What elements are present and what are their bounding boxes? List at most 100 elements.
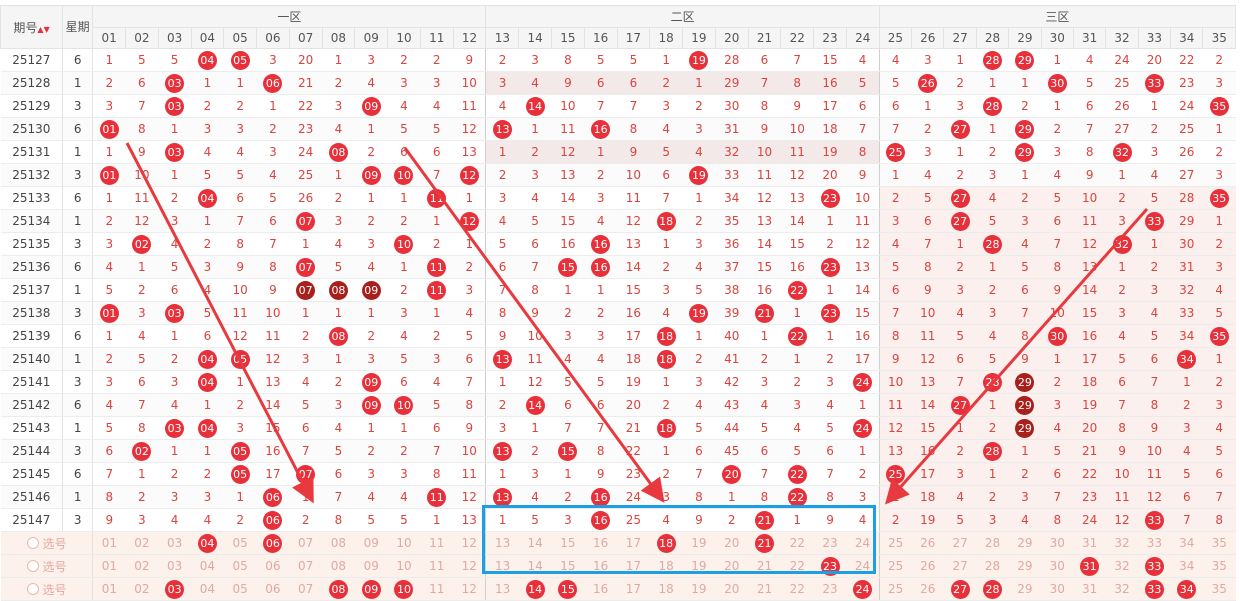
pick-number-cell[interactable]: 18 [649,577,683,601]
issue-header[interactable]: 期号▲▼ [0,5,64,49]
pick-number-cell[interactable]: 01 [92,554,126,578]
pick-number-cell[interactable]: 30 [1041,531,1074,555]
pick-number-cell[interactable]: 10 [387,531,421,555]
pick-number-cell[interactable]: 13 [485,554,519,578]
pick-number-cell[interactable]: 17 [617,531,650,555]
pick-number-cell[interactable]: 07 [289,577,323,601]
pick-number-cell[interactable]: 31 [1073,577,1106,601]
pick-number-cell[interactable]: 13 [485,577,519,601]
selected-number-ball[interactable]: 04 [197,533,217,553]
selected-number-ball[interactable]: 23 [820,556,840,576]
pick-number-cell[interactable]: 12 [453,531,487,555]
pick-number-cell[interactable]: 11 [420,531,454,555]
selected-number-ball[interactable]: 18 [656,533,676,553]
pick-number-cell[interactable]: 29 [1008,577,1042,601]
pick-number-cell[interactable]: 34 [1170,554,1203,578]
pick-number-cell[interactable]: 34 [1170,531,1203,555]
pick-number-cell[interactable]: 31 [1073,554,1106,578]
pick-number-cell[interactable]: 30 [1041,577,1074,601]
pick-number-cell[interactable]: 28 [976,577,1009,601]
selected-number-ball[interactable]: 34 [1177,579,1197,599]
pick-number-cell[interactable]: 21 [748,577,781,601]
pick-number-cell[interactable]: 02 [125,554,159,578]
pick-number-cell[interactable]: 12 [453,577,487,601]
pick-number-cell[interactable]: 15 [551,577,585,601]
pick-number-cell[interactable]: 05 [223,554,257,578]
pick-number-cell[interactable]: 16 [584,554,618,578]
pick-number-cell[interactable]: 04 [191,577,224,601]
pick-number-cell[interactable]: 17 [617,554,650,578]
pick-number-cell[interactable]: 04 [191,554,224,578]
pick-number-cell[interactable]: 19 [682,531,716,555]
pick-number-cell[interactable]: 27 [943,554,977,578]
pick-number-cell[interactable]: 20 [715,531,749,555]
selected-number-ball[interactable]: 21 [754,533,774,553]
pick-number-cell[interactable]: 18 [649,554,683,578]
pick-row-label[interactable]: 选号 [0,531,94,555]
pick-number-cell[interactable]: 22 [780,554,814,578]
pick-number-cell[interactable]: 18 [649,531,683,555]
pick-number-cell[interactable]: 29 [1008,554,1042,578]
pick-number-cell[interactable]: 20 [715,554,749,578]
pick-number-cell[interactable]: 12 [453,554,487,578]
pick-number-cell[interactable]: 24 [846,554,880,578]
selected-number-ball[interactable]: 09 [361,579,381,599]
pick-number-cell[interactable]: 33 [1138,577,1171,601]
radio-icon[interactable] [26,583,39,595]
pick-number-cell[interactable]: 26 [911,554,944,578]
pick-number-cell[interactable]: 25 [879,554,912,578]
pick-number-cell[interactable]: 19 [682,577,716,601]
selected-number-ball[interactable]: 24 [853,579,873,599]
pick-number-cell[interactable]: 10 [387,577,421,601]
pick-number-cell[interactable]: 08 [322,531,355,555]
pick-number-cell[interactable]: 08 [322,577,355,601]
pick-number-cell[interactable]: 10 [387,554,421,578]
pick-number-cell[interactable]: 04 [191,531,224,555]
selected-number-ball[interactable]: 15 [558,579,578,599]
pick-number-cell[interactable]: 19 [682,554,716,578]
pick-row-label[interactable]: 选号 [0,577,94,601]
selected-number-ball[interactable]: 31 [1080,556,1100,576]
pick-number-cell[interactable]: 32 [1105,577,1139,601]
pick-number-cell[interactable]: 22 [780,531,814,555]
selected-number-ball[interactable]: 33 [1144,556,1164,576]
pick-number-cell[interactable]: 07 [289,554,323,578]
selected-number-ball[interactable]: 27 [950,579,970,599]
sort-icon[interactable]: ▲▼ [37,24,50,34]
pick-number-cell[interactable]: 23 [813,554,847,578]
pick-number-cell[interactable]: 06 [256,531,290,555]
pick-number-cell[interactable]: 35 [1202,531,1236,555]
pick-number-cell[interactable]: 02 [125,577,159,601]
pick-number-cell[interactable]: 09 [354,531,388,555]
pick-number-cell[interactable]: 03 [158,577,191,601]
pick-number-cell[interactable]: 33 [1138,531,1171,555]
pick-number-cell[interactable]: 26 [911,531,944,555]
selected-number-ball[interactable]: 33 [1144,579,1164,599]
selected-number-ball[interactable]: 08 [328,579,348,599]
pick-number-cell[interactable]: 14 [518,554,552,578]
pick-number-cell[interactable]: 26 [911,577,944,601]
pick-number-cell[interactable]: 05 [223,531,257,555]
pick-number-cell[interactable]: 01 [92,577,126,601]
selected-number-ball[interactable]: 14 [525,579,545,599]
pick-number-cell[interactable]: 02 [125,531,159,555]
pick-number-cell[interactable]: 03 [158,531,191,555]
pick-number-cell[interactable]: 29 [1008,531,1042,555]
pick-number-cell[interactable]: 13 [485,531,519,555]
selected-number-ball[interactable]: 03 [165,579,185,599]
pick-number-cell[interactable]: 11 [420,554,454,578]
pick-number-cell[interactable]: 14 [518,577,552,601]
pick-number-cell[interactable]: 21 [748,531,781,555]
pick-number-cell[interactable]: 16 [584,531,618,555]
pick-number-cell[interactable]: 25 [879,531,912,555]
pick-number-cell[interactable]: 08 [322,554,355,578]
selected-number-ball[interactable]: 06 [263,533,283,553]
pick-number-cell[interactable]: 35 [1202,554,1236,578]
pick-number-cell[interactable]: 01 [92,531,126,555]
pick-number-cell[interactable]: 15 [551,531,585,555]
pick-number-cell[interactable]: 32 [1105,531,1139,555]
pick-number-cell[interactable]: 21 [748,554,781,578]
pick-number-cell[interactable]: 11 [420,577,454,601]
pick-number-cell[interactable]: 06 [256,577,290,601]
pick-number-cell[interactable]: 16 [584,577,618,601]
